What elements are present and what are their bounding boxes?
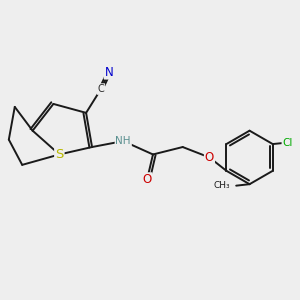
Text: CH₃: CH₃ [213,181,230,190]
Text: N: N [105,66,113,79]
Text: NH: NH [116,136,131,146]
Text: Cl: Cl [282,138,293,148]
Text: C: C [98,84,104,94]
Text: O: O [205,151,214,164]
Text: O: O [142,173,152,186]
Text: S: S [55,148,64,161]
